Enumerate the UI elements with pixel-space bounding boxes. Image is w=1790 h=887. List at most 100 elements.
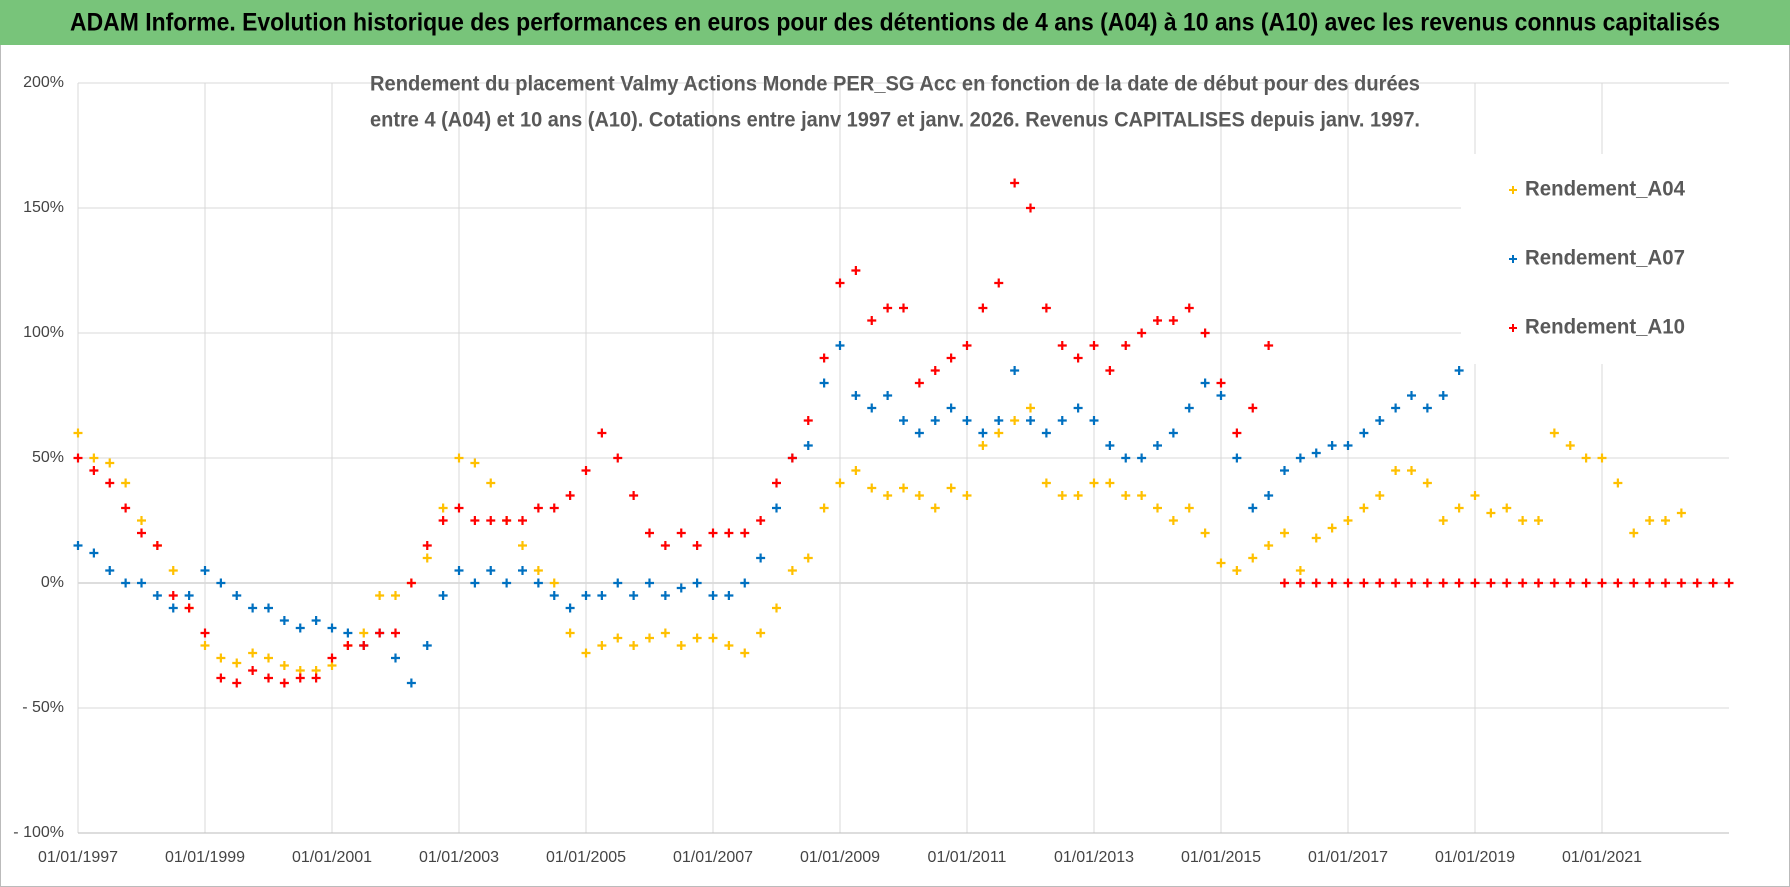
point	[883, 491, 893, 500]
point	[1629, 578, 1639, 588]
point	[645, 578, 654, 588]
point	[1343, 441, 1353, 450]
point	[1565, 441, 1575, 450]
point	[264, 653, 273, 663]
point	[549, 591, 559, 600]
point	[1565, 578, 1575, 588]
legend-marker	[1509, 186, 1517, 194]
point	[248, 603, 258, 613]
point	[946, 483, 956, 493]
point	[1248, 503, 1258, 513]
point	[1121, 341, 1131, 350]
x-tick-label: 01/01/2001	[292, 849, 372, 866]
point	[867, 483, 877, 493]
point	[756, 628, 766, 638]
legend-box	[1461, 154, 1729, 364]
legend-label: Rendement_A07	[1525, 247, 1685, 270]
point	[1422, 578, 1432, 588]
point	[1137, 491, 1147, 500]
point	[264, 673, 273, 683]
point	[422, 641, 432, 650]
point	[1153, 441, 1162, 450]
point	[787, 566, 797, 575]
point	[1454, 366, 1464, 375]
point	[1026, 416, 1035, 425]
point	[1676, 578, 1686, 588]
point	[89, 548, 99, 558]
x-tick-label: 01/01/2007	[673, 849, 753, 866]
point	[470, 458, 480, 468]
point	[279, 616, 289, 625]
point	[1438, 516, 1448, 525]
point	[676, 583, 686, 593]
point	[248, 648, 258, 658]
point	[835, 341, 845, 350]
point	[105, 458, 115, 468]
point	[73, 428, 83, 438]
point	[1264, 541, 1274, 550]
point	[105, 478, 115, 488]
point	[899, 416, 908, 425]
point	[343, 628, 353, 638]
point	[692, 541, 702, 550]
point	[1422, 403, 1432, 413]
point	[359, 628, 369, 638]
y-tick-label: 50%	[32, 449, 64, 466]
point	[502, 516, 512, 525]
point	[660, 541, 670, 550]
point	[1073, 491, 1083, 500]
point	[772, 478, 781, 488]
point	[1089, 478, 1099, 488]
point	[597, 591, 607, 600]
point	[518, 566, 527, 575]
x-tick-label: 01/01/2021	[1562, 849, 1642, 866]
point	[660, 591, 670, 600]
point	[803, 416, 813, 425]
point	[1486, 508, 1496, 518]
point	[406, 678, 416, 688]
point	[89, 453, 99, 463]
point	[470, 578, 480, 588]
point	[1057, 491, 1067, 500]
point	[1073, 403, 1083, 413]
point	[359, 641, 369, 650]
point	[1200, 328, 1210, 338]
point	[740, 578, 750, 588]
point	[1311, 533, 1321, 543]
point	[740, 528, 750, 538]
point	[565, 628, 575, 638]
point	[295, 623, 305, 633]
point	[1391, 403, 1401, 413]
point	[692, 633, 702, 643]
point	[375, 591, 385, 600]
point	[1407, 466, 1416, 475]
point	[1121, 453, 1131, 463]
point	[1010, 366, 1020, 375]
chart-title: entre 4 (A04) et 10 ans (A10). Cotations…	[370, 109, 1420, 132]
point	[1581, 453, 1591, 463]
point	[914, 491, 924, 500]
point	[391, 591, 400, 600]
point	[676, 641, 686, 650]
point	[613, 453, 623, 463]
point	[803, 441, 813, 450]
point	[1454, 578, 1464, 588]
point	[1216, 378, 1226, 388]
point	[1026, 203, 1035, 213]
point	[502, 578, 512, 588]
point	[1518, 516, 1528, 525]
point	[1073, 353, 1083, 363]
point	[486, 566, 496, 575]
point	[1692, 578, 1702, 588]
point	[851, 266, 861, 275]
point	[962, 491, 972, 500]
point	[105, 566, 115, 575]
point	[518, 541, 527, 550]
point	[1676, 508, 1686, 518]
point	[883, 303, 893, 313]
point	[391, 653, 400, 663]
point	[1232, 566, 1242, 575]
point	[708, 528, 718, 538]
point	[1264, 341, 1274, 350]
point	[946, 353, 956, 363]
